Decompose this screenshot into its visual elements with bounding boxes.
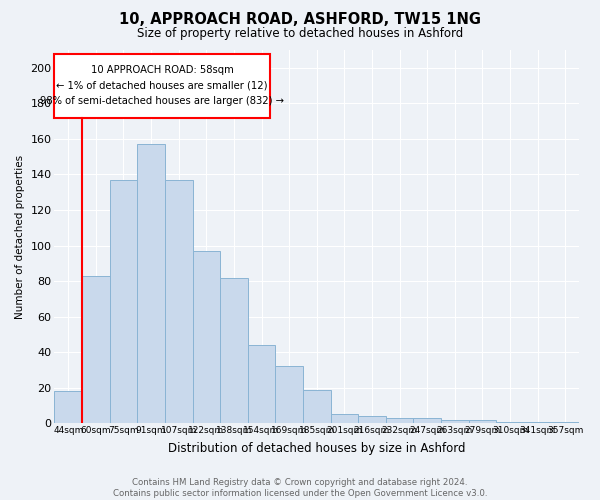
- X-axis label: Distribution of detached houses by size in Ashford: Distribution of detached houses by size …: [168, 442, 466, 455]
- Bar: [165, 180, 193, 424]
- Bar: [110, 180, 137, 424]
- Bar: [331, 414, 358, 424]
- Bar: [137, 144, 165, 423]
- Bar: [248, 345, 275, 424]
- Bar: [551, 422, 579, 424]
- Bar: [193, 251, 220, 424]
- Bar: [82, 276, 110, 424]
- Bar: [275, 366, 303, 424]
- Bar: [220, 278, 248, 424]
- FancyBboxPatch shape: [55, 54, 270, 118]
- Bar: [303, 390, 331, 424]
- Bar: [524, 422, 551, 424]
- Bar: [413, 418, 441, 424]
- Text: 10 APPROACH ROAD: 58sqm
← 1% of detached houses are smaller (12)
98% of semi-det: 10 APPROACH ROAD: 58sqm ← 1% of detached…: [40, 65, 284, 106]
- Bar: [358, 416, 386, 424]
- Bar: [441, 420, 469, 424]
- Text: 10, APPROACH ROAD, ASHFORD, TW15 1NG: 10, APPROACH ROAD, ASHFORD, TW15 1NG: [119, 12, 481, 28]
- Bar: [496, 422, 524, 424]
- Bar: [469, 420, 496, 424]
- Text: Contains HM Land Registry data © Crown copyright and database right 2024.
Contai: Contains HM Land Registry data © Crown c…: [113, 478, 487, 498]
- Text: Size of property relative to detached houses in Ashford: Size of property relative to detached ho…: [137, 28, 463, 40]
- Bar: [55, 392, 82, 424]
- Y-axis label: Number of detached properties: Number of detached properties: [15, 154, 25, 318]
- Bar: [386, 418, 413, 424]
